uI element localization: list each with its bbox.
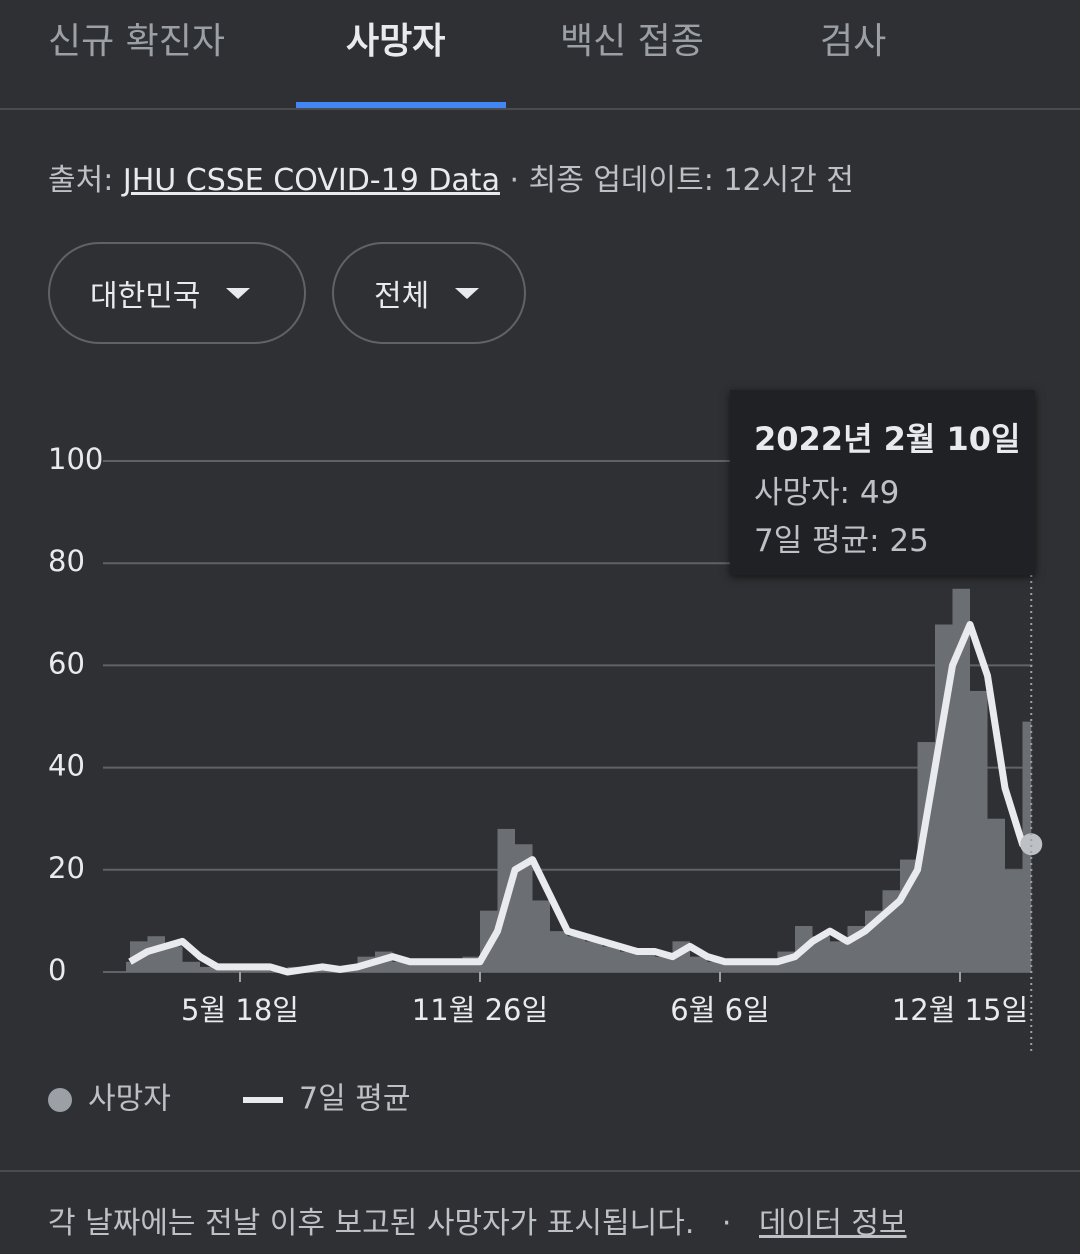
average-line (128, 621, 1032, 976)
bar (200, 966, 218, 972)
footer-text: 각 날짜에는 전날 이후 보고된 사망자가 표시됩니다. (48, 1206, 695, 1241)
source-link[interactable]: JHU CSSE COVID-19 Data (122, 163, 500, 198)
tooltip: 2022년 2월 10일 사망자: 49 7일 평균: 25 (730, 390, 1035, 575)
source-prefix: 출처: (48, 163, 114, 198)
bar (952, 588, 970, 972)
bar (812, 936, 830, 972)
bar (602, 946, 620, 972)
bar (567, 936, 585, 972)
bar (707, 961, 725, 972)
x-tick-label: 12월 15일 (892, 993, 1028, 1027)
bar (987, 818, 1005, 972)
bar (550, 931, 568, 972)
bar (655, 956, 673, 972)
legend-label: 7일 평균 (299, 1082, 410, 1117)
dropdown-label: 전체 (374, 279, 430, 314)
x-tick-label: 5월 18일 (181, 993, 299, 1027)
legend-swatch (48, 1088, 72, 1112)
bar (970, 690, 988, 972)
bar (1005, 869, 1023, 972)
bar (182, 961, 200, 972)
y-tick-label: 60 (48, 646, 85, 680)
source-line: 출처: JHU CSSE COVID-19 Data · 최종 업데이트: 12… (48, 155, 854, 199)
source-suffix: · 최종 업데이트: 12시간 전 (509, 163, 854, 198)
tooltip-line: 7일 평균: 25 (754, 523, 929, 559)
bar (742, 961, 760, 972)
y-tick-label: 40 (48, 749, 85, 783)
bar (830, 941, 848, 972)
bar (725, 961, 743, 972)
dropdown-label: 대한민국 (90, 279, 201, 314)
legend-label: 사망자 (88, 1082, 171, 1117)
bar (165, 946, 183, 972)
footer: 각 날짜에는 전날 이후 보고된 사망자가 표시됩니다. · 데이터 정보 (48, 1198, 907, 1242)
y-tick-label: 100 (48, 442, 103, 476)
bar (427, 961, 445, 972)
tab[interactable]: 사망자 (346, 21, 446, 62)
divider (0, 108, 1080, 110)
bar (620, 951, 638, 972)
tooltip-line: 사망자: 49 (754, 475, 900, 511)
bar (410, 961, 428, 972)
tooltip-title: 2022년 2월 10일 (754, 420, 1021, 458)
tab[interactable]: 신규 확진자 (48, 21, 226, 62)
bar (532, 900, 550, 972)
hover-point (1020, 833, 1043, 856)
divider (0, 1170, 1080, 1172)
country-dropdown[interactable]: 대한민국 (48, 242, 306, 344)
bar (690, 956, 708, 972)
footer-separator: · (721, 1206, 732, 1241)
range-dropdown[interactable]: 전체 (332, 242, 526, 344)
tab[interactable]: 백신 접종 (560, 21, 704, 62)
x-tick-label: 11월 26일 (412, 993, 548, 1027)
tab[interactable]: 검사 (820, 21, 887, 62)
bar (445, 961, 463, 972)
bar (585, 941, 603, 972)
x-tick-label: 6월 6일 (670, 993, 769, 1027)
y-tick-label: 80 (48, 544, 85, 578)
footer-link[interactable]: 데이터 정보 (759, 1206, 907, 1241)
y-tick-label: 20 (48, 851, 85, 885)
bar (392, 961, 410, 972)
y-tick-label: 0 (48, 953, 66, 987)
bar (126, 961, 130, 972)
bar (760, 961, 778, 972)
tab-indicator (296, 102, 506, 108)
bar (637, 951, 655, 972)
bar (515, 844, 533, 972)
